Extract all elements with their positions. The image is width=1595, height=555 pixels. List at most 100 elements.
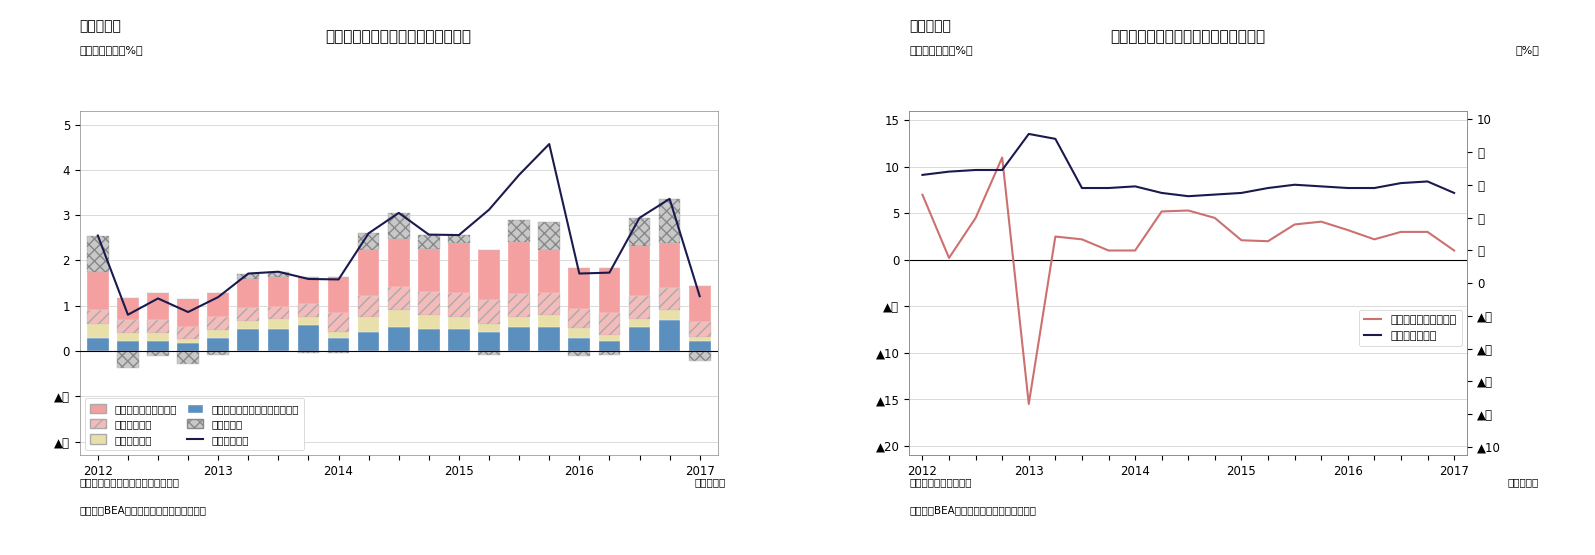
Text: 米国の実質可処分所得伸び率と貯蓄率: 米国の実質可処分所得伸び率と貯蓄率 [1110,29,1266,44]
Bar [327,332,349,339]
Bar [88,339,108,351]
Bar [357,317,380,332]
Bar [568,329,590,339]
Bar [689,337,710,341]
Bar [357,233,380,250]
Bar [478,300,499,324]
Bar [298,351,319,353]
Bar [88,235,108,272]
Bar [357,250,380,296]
Bar [418,315,440,329]
Text: （四半期）: （四半期） [1507,477,1539,487]
Bar [448,293,471,316]
Bar [689,341,710,351]
Bar [238,321,258,329]
Bar [659,289,681,310]
Bar [568,351,590,356]
Legend: 実質可処分所得伸び率, 貯蓄率（右軸）: 実質可処分所得伸び率, 貯蓄率（右軸） [1359,310,1463,346]
Bar [628,246,651,296]
Bar [357,332,380,351]
Bar [568,309,590,329]
Bar [509,294,530,317]
Bar [418,235,440,249]
Bar [388,287,410,310]
Bar [539,222,560,250]
Bar [177,351,199,364]
Bar [238,309,258,321]
Bar [628,218,651,246]
Bar [268,319,289,329]
Text: （%）: （%） [1515,46,1539,56]
Bar [298,316,319,325]
Bar [238,329,258,351]
Bar [568,339,590,351]
Text: （注）季節調整済系列: （注）季節調整済系列 [909,477,971,487]
Bar [207,292,230,317]
Bar [539,293,560,315]
Bar [327,314,349,332]
Bar [598,335,620,341]
Bar [147,320,169,333]
Bar [628,327,651,351]
Text: （前期比年率、%）: （前期比年率、%） [909,46,973,56]
Bar [448,329,471,351]
Bar [327,277,349,314]
Bar [478,324,499,332]
Bar [207,339,230,351]
Bar [177,339,199,343]
Bar [689,351,710,361]
Bar [268,277,289,306]
Bar [689,322,710,337]
Bar [327,351,349,353]
Bar [116,320,139,333]
Bar [298,304,319,316]
Text: （資料）BEAよりニッセイ基礎研究所作成: （資料）BEAよりニッセイ基礎研究所作成 [80,505,207,515]
Bar [418,292,440,315]
Bar [116,341,139,351]
Bar [388,310,410,327]
Bar [628,319,651,327]
Bar [598,351,620,356]
Text: （前期比年率、%）: （前期比年率、%） [80,46,144,56]
Bar [659,310,681,320]
Bar [509,317,530,327]
Bar [147,293,169,320]
Bar [88,324,108,339]
Bar [207,351,230,356]
Bar [147,341,169,351]
Bar [207,317,230,330]
Text: （注）季節調整済系列の前期比年率: （注）季節調整済系列の前期比年率 [80,477,180,487]
Bar [509,220,530,242]
Text: （図表４）: （図表４） [909,19,951,33]
Bar [268,272,289,277]
Bar [357,296,380,317]
Bar [298,325,319,351]
Bar [448,243,471,293]
Bar [177,326,199,339]
Bar [539,315,560,327]
Bar [478,351,499,356]
Bar [509,327,530,351]
Bar [478,250,499,300]
Bar [659,320,681,351]
Bar [88,272,108,310]
Bar [147,333,169,341]
Bar [388,213,410,239]
Bar [509,242,530,294]
Bar [539,327,560,351]
Bar [598,268,620,314]
Text: （四半期）: （四半期） [694,477,726,487]
Bar [298,277,319,304]
Bar [116,351,139,368]
Bar [628,296,651,319]
Bar [207,330,230,339]
Bar [88,310,108,324]
Bar [598,341,620,351]
Bar [418,249,440,292]
Bar [268,306,289,319]
Legend: サービス（医療除く）, 医療サービス, 非耐久消費財, 耐久消費財（自動車関連除く）, 自動車関連, 実質個人消費: サービス（医療除く）, 医療サービス, 非耐久消費財, 耐久消費財（自動車関連除… [85,398,303,450]
Text: （図表３）: （図表３） [80,19,121,33]
Bar [238,279,258,309]
Bar [568,268,590,309]
Bar [116,297,139,320]
